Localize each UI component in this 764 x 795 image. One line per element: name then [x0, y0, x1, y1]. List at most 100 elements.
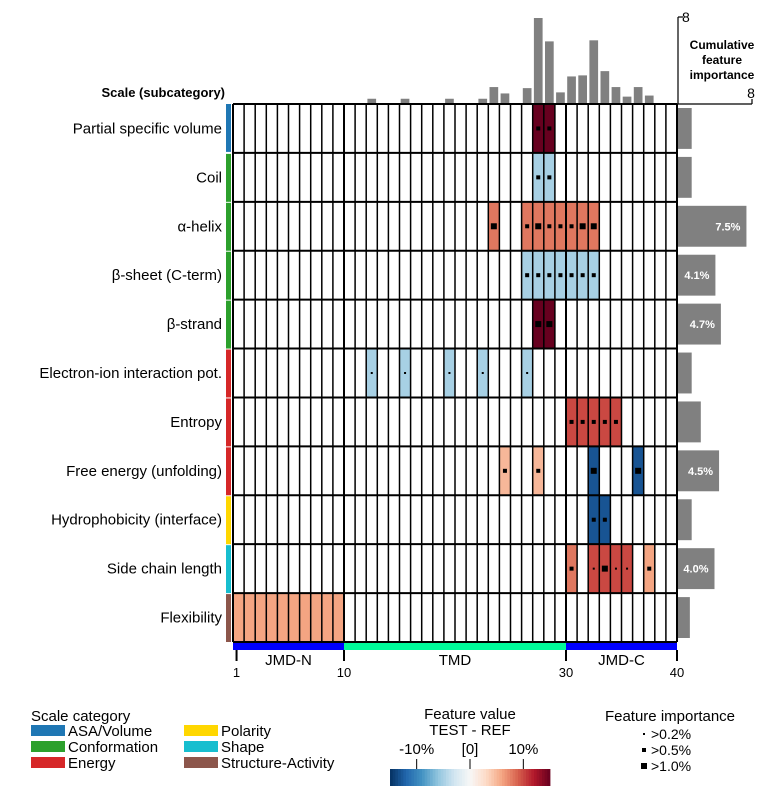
- importance-marker: [590, 223, 597, 230]
- right-importance-bars: 8 7.5% 4.1% 4.7% 4.5% 4.0%: [677, 85, 755, 638]
- right-importance-bar: [678, 548, 715, 590]
- importance-marker: [536, 175, 541, 180]
- legend-gradient-segment: [403, 769, 407, 786]
- importance-marker: [569, 566, 574, 571]
- right-importance-label: 4.0%: [683, 564, 708, 576]
- heatmap-cell: [321, 593, 333, 642]
- importance-marker: [590, 467, 597, 474]
- legend-gradient-segment: [459, 769, 463, 786]
- legend-gradient-segment: [390, 769, 394, 786]
- legend-gradient-segment: [427, 769, 431, 786]
- legend-gradient-segment: [536, 769, 540, 786]
- heatmap-cell: [277, 593, 289, 642]
- legend-gradient-segment: [523, 769, 527, 786]
- category-strip-segment: [226, 153, 231, 202]
- importance-marker: [536, 273, 541, 278]
- legend-importance-label: >0.5%: [651, 742, 691, 758]
- category-strip-segment: [226, 545, 231, 594]
- category-strip-segment: [226, 496, 231, 545]
- heatmap-cell: [244, 593, 256, 642]
- legend-gradient-segment: [438, 769, 442, 786]
- region-bar-segment: [566, 643, 677, 650]
- legend-value-tick-label: -10%: [399, 741, 434, 758]
- legend-category-label: Energy: [68, 755, 116, 772]
- legend-gradient-segment: [395, 769, 399, 786]
- heatmap-cell: [299, 593, 311, 642]
- scale-label: Free energy (unfolding): [66, 463, 222, 480]
- category-strip-segment: [226, 251, 231, 300]
- importance-marker: [601, 565, 608, 572]
- legend-gradient-segment: [544, 769, 548, 786]
- importance-marker: [535, 223, 542, 230]
- position-tick-label: 1: [233, 665, 240, 680]
- importance-marker: [602, 517, 607, 522]
- legend-gradient-segment: [534, 769, 538, 786]
- legend-gradient-segment: [416, 769, 420, 786]
- legend-gradient-segment: [502, 769, 506, 786]
- legend-gradient-segment: [467, 769, 471, 786]
- heatmap-cell: [233, 593, 245, 642]
- legend-gradient-segment: [451, 769, 455, 786]
- top-importance-bar: [445, 98, 454, 103]
- category-strip: [226, 104, 231, 642]
- importance-marker: [613, 419, 618, 424]
- legend-gradient-segment: [488, 769, 492, 786]
- legends: Scale categoryASA/VolumeConformationEner…: [31, 706, 735, 786]
- importance-marker: [448, 372, 451, 374]
- category-strip-segment: [226, 202, 231, 251]
- importance-marker: [591, 273, 596, 278]
- position-tick-label: 30: [559, 665, 573, 680]
- importance-marker: [370, 372, 373, 374]
- heatmap-cell: [310, 593, 322, 642]
- legend-importance-label: >0.2%: [651, 726, 691, 742]
- legend-category-label: Polarity: [221, 723, 272, 740]
- legend-gradient-segment: [435, 769, 439, 786]
- legend-gradient-segment: [486, 769, 490, 786]
- top-importance-bar: [545, 41, 554, 103]
- scale-label: Flexibility: [160, 610, 222, 627]
- importance-marker: [536, 126, 541, 131]
- legend-gradient-segment: [446, 769, 450, 786]
- legend-gradient-segment: [539, 769, 543, 786]
- legend-gradient-segment: [515, 769, 519, 786]
- scale-label: β-strand: [167, 316, 222, 333]
- importance-marker: [579, 223, 586, 230]
- importance-marker: [490, 223, 497, 230]
- top-importance-bar: [578, 75, 587, 103]
- importance-marker: [547, 126, 552, 131]
- legend-gradient-segment: [547, 769, 551, 786]
- legend-category-swatch: [31, 757, 65, 768]
- position-tick-label: 40: [670, 665, 684, 680]
- importance-marker: [647, 566, 652, 571]
- right-importance-bar: [678, 499, 692, 541]
- legend-gradient-segment: [464, 769, 468, 786]
- scale-label: Electron-ion interaction pot.: [39, 365, 222, 382]
- scale-label: Partial specific volume: [73, 120, 222, 137]
- legend-gradient-segment: [494, 769, 498, 786]
- importance-marker: [592, 567, 595, 570]
- heatmap-cell: [332, 593, 344, 642]
- legend-gradient-segment: [470, 769, 474, 786]
- top-bars-title-line: importance: [690, 68, 755, 82]
- right-importance-bar: [678, 156, 692, 198]
- legend-gradient-segment: [430, 769, 434, 786]
- legend-gradient-segment: [406, 769, 410, 786]
- legend-gradient-segment: [475, 769, 479, 786]
- top-bars-title-line: feature: [702, 53, 742, 67]
- position-tick-label: 10: [337, 665, 351, 680]
- right-importance-bar: [678, 108, 692, 149]
- legend-gradient-segment: [528, 769, 532, 786]
- legend-gradient-segment: [443, 769, 447, 786]
- top-importance-bar: [622, 96, 632, 103]
- right-importance-label: 4.7%: [690, 319, 715, 331]
- legend-gradient-segment: [496, 769, 500, 786]
- importance-marker: [525, 273, 530, 278]
- legend-value-title: Feature value: [424, 706, 516, 723]
- legend-gradient-segment: [398, 769, 402, 786]
- legend-gradient-segment: [499, 769, 503, 786]
- legend-gradient-segment: [542, 769, 546, 786]
- importance-marker: [591, 517, 596, 522]
- right-importance-bar: [678, 254, 716, 296]
